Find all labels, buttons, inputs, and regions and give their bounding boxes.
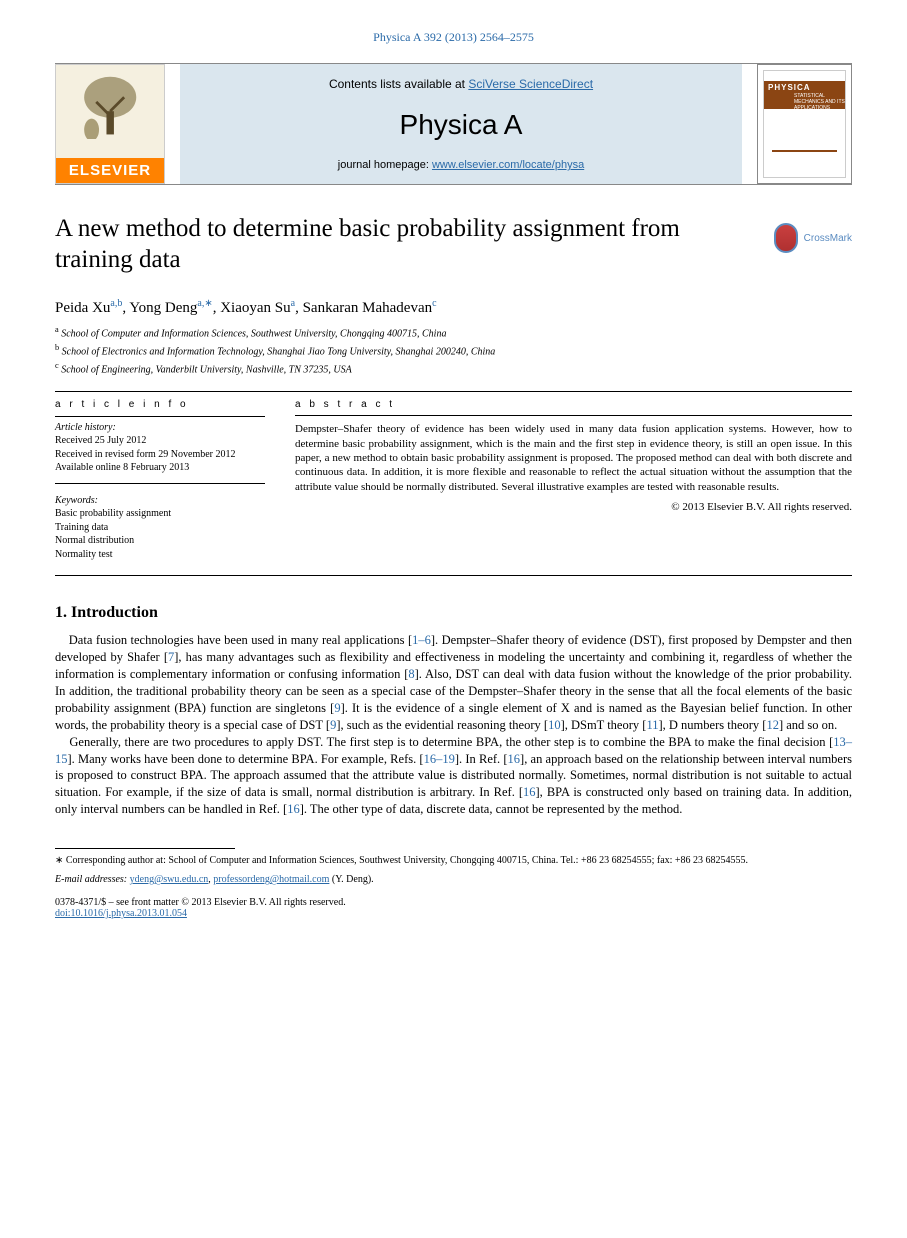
homepage-prefix: journal homepage: <box>338 159 432 171</box>
abstract-head: a b s t r a c t <box>295 398 852 411</box>
sciencedirect-link[interactable]: SciVerse ScienceDirect <box>468 77 593 91</box>
email-suffix: (Y. Deng). <box>329 874 373 885</box>
doi-line: 0378-4371/$ – see front matter © 2013 El… <box>55 897 852 919</box>
intro-body: Data fusion technologies have been used … <box>55 632 852 818</box>
affiliation-a: School of Computer and Information Scien… <box>59 328 447 339</box>
article-info-head: a r t i c l e i n f o <box>55 398 265 412</box>
divider-bottom <box>55 575 852 576</box>
keyword-3: Normal distribution <box>55 534 265 548</box>
elsevier-label: ELSEVIER <box>56 158 164 183</box>
elsevier-logo: ELSEVIER <box>55 64 165 184</box>
affiliation-c: School of Engineering, Vanderbilt Univer… <box>59 364 352 375</box>
elsevier-tree-icon <box>67 74 153 139</box>
keyword-2: Training data <box>55 521 265 535</box>
authors: Peida Xua,b, Yong Denga,∗, Xiaoyan Sua, … <box>55 298 852 317</box>
journal-cover: PHYSICA STATISTICAL MECHANICS AND ITS AP… <box>757 64 852 184</box>
doi-link[interactable]: doi:10.1016/j.physa.2013.01.054 <box>55 908 187 919</box>
email-label: E-mail addresses: <box>55 874 130 885</box>
affiliations: a School of Computer and Information Sci… <box>55 324 852 378</box>
footnote-corresponding: ∗ Corresponding author at: School of Com… <box>55 854 852 868</box>
abstract-text: Dempster–Shafer theory of evidence has b… <box>295 422 852 493</box>
homepage-line: journal homepage: www.elsevier.com/locat… <box>338 159 584 171</box>
journal-title: Physica A <box>400 109 523 141</box>
crossmark-badge[interactable]: CrossMark <box>774 213 852 253</box>
keyword-1: Basic probability assignment <box>55 507 265 521</box>
cover-subtitle: STATISTICAL MECHANICS AND ITS APPLICATIO… <box>794 93 845 111</box>
footnote-divider <box>55 848 235 849</box>
contents-prefix: Contents lists available at <box>329 77 468 91</box>
email-link-1[interactable]: ydeng@swu.edu.cn <box>130 874 209 885</box>
abstract: a b s t r a c t Dempster–Shafer theory o… <box>295 398 852 561</box>
history-available: Available online 8 February 2013 <box>55 461 265 475</box>
copyright: © 2013 Elsevier B.V. All rights reserved… <box>295 500 852 514</box>
article-info: a r t i c l e i n f o Article history: R… <box>55 398 265 561</box>
homepage-link[interactable]: www.elsevier.com/locate/physa <box>432 159 584 171</box>
email-link-2[interactable]: professordeng@hotmail.com <box>213 874 329 885</box>
crossmark-icon <box>774 223 798 253</box>
citation: Physica A 392 (2013) 2564–2575 <box>55 30 852 45</box>
keyword-4: Normality test <box>55 548 265 562</box>
keywords-head: Keywords: <box>55 494 265 508</box>
paper-title: A new method to determine basic probabil… <box>55 213 774 276</box>
header-banner: ELSEVIER Contents lists available at Sci… <box>55 63 852 185</box>
cover-title: PHYSICA <box>768 83 811 92</box>
front-matter: 0378-4371/$ – see front matter © 2013 El… <box>55 897 852 908</box>
section-intro-head: 1. Introduction <box>55 604 852 622</box>
contents-line: Contents lists available at SciVerse Sci… <box>329 77 593 91</box>
history-revised: Received in revised form 29 November 201… <box>55 448 265 462</box>
crossmark-label: CrossMark <box>804 233 852 244</box>
history-received: Received 25 July 2012 <box>55 434 265 448</box>
affiliation-b: School of Electronics and Information Te… <box>59 346 495 357</box>
divider-top <box>55 391 852 392</box>
center-panel: Contents lists available at SciVerse Sci… <box>180 64 742 184</box>
footnote-email: E-mail addresses: ydeng@swu.edu.cn, prof… <box>55 873 852 887</box>
history-label: Article history: <box>55 421 265 435</box>
